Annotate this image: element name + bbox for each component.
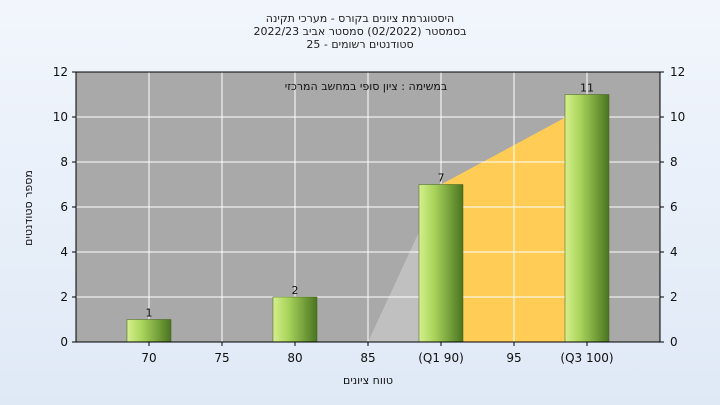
bar-value-label: 2 [292, 284, 299, 297]
chart-annotation: במשימה : ציון סופי במחשב המרכזי [285, 80, 448, 93]
x-tick-label: 85 [360, 351, 375, 365]
y-tick-label-right: 10 [670, 110, 685, 124]
y-tick-label-left: 0 [60, 335, 68, 349]
title-line-2: בסמסטר (02/2022) סמסטר אביב 2022/23 [253, 25, 466, 38]
bars [126, 94, 610, 343]
bar-90 [418, 184, 464, 343]
bar-100 [564, 94, 610, 343]
x-tick-label: (Q3 100) [560, 351, 613, 365]
y-axis-right: 0 2 4 6 8 10 12 [660, 65, 685, 349]
title-line-3: 25 - סטודנטים רשומים [306, 38, 413, 51]
y-tick-label-right: 0 [670, 335, 678, 349]
y-tick-label-left: 6 [60, 200, 68, 214]
y-tick-label-left: 10 [53, 110, 68, 124]
bar-value-labels: 1 2 7 11 [146, 82, 595, 320]
chart-title: היסטוגרמת ציונים בקורס - מערכי תקינה בסמ… [253, 12, 466, 51]
title-line-1: היסטוגרמת ציונים בקורס - מערכי תקינה [266, 12, 454, 25]
x-axis-title: טווח ציונים [343, 374, 393, 387]
y-axis-left: 0 2 4 6 8 10 12 [53, 65, 76, 349]
y-tick-label-right: 6 [670, 200, 678, 214]
x-tick-label: 80 [287, 351, 302, 365]
x-tick-label: 75 [214, 351, 229, 365]
x-axis: 70 75 80 85 (Q1 90) 95 (Q3 100) [141, 342, 614, 365]
y-tick-label-left: 2 [60, 290, 68, 304]
bar-70 [126, 319, 172, 343]
x-tick-label: 95 [506, 351, 521, 365]
y-tick-label-right: 12 [670, 65, 685, 79]
y-tick-label-left: 4 [60, 245, 68, 259]
y-tick-label-right: 8 [670, 155, 678, 169]
x-tick-label: (Q1 90) [418, 351, 464, 365]
bar-80 [272, 296, 318, 343]
y-tick-label-right: 2 [670, 290, 678, 304]
y-axis-title: מספר סטודנטים [22, 170, 35, 246]
y-tick-label-right: 4 [670, 245, 678, 259]
x-tick-label: 70 [141, 351, 156, 365]
y-tick-label-left: 8 [60, 155, 68, 169]
bar-value-label: 1 [146, 307, 153, 320]
y-tick-label-left: 12 [53, 65, 68, 79]
bar-value-label: 7 [438, 172, 445, 185]
bar-value-label: 11 [580, 82, 594, 95]
